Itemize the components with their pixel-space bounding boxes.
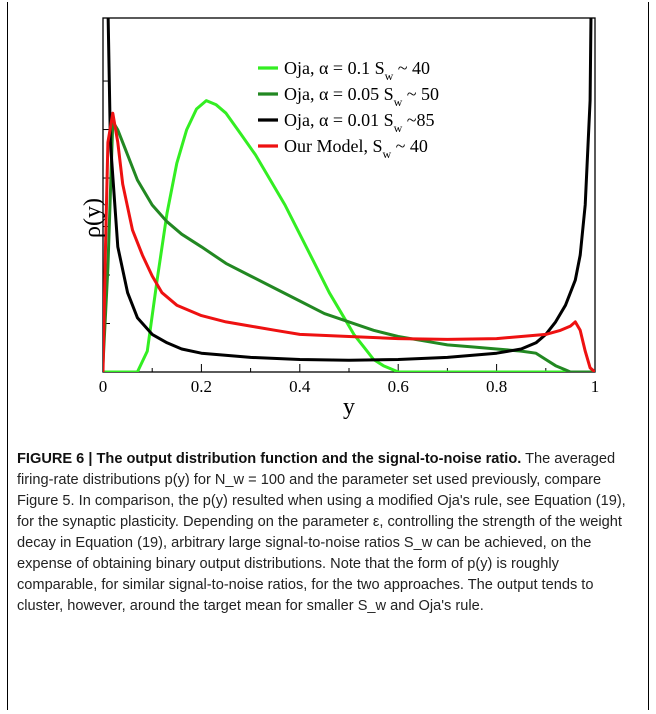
figure-6-chart: ρ(y) y 0 0.2 0.4 0.6 0.8 1 Oja, α = 0.1 Sw ~ …	[80, 17, 599, 420]
legend-label: Our Model, Sw ~ 40	[284, 136, 428, 161]
series-line-1	[103, 99, 595, 372]
x-tick-label: 0.6	[388, 377, 409, 396]
series-line-4	[103, 111, 595, 372]
figure-label: FIGURE 6 | The output distribution funct…	[17, 451, 522, 467]
plot-area	[102, 17, 596, 373]
y-axis-label: ρ(y)	[80, 198, 106, 238]
x-axis-label: y	[343, 394, 355, 420]
x-tick-label: 0.2	[191, 377, 212, 396]
figure-frame	[7, 2, 649, 710]
caption-text: The averaged firing-rate distributions p…	[17, 451, 626, 614]
series-line-2	[103, 120, 595, 372]
x-tick-label: 0.4	[289, 377, 311, 396]
figure-caption: FIGURE 6 | The output distribution funct…	[17, 449, 641, 617]
x-tick-label: 0	[99, 377, 108, 396]
x-tick-label: 1	[591, 377, 600, 396]
legend-label: Oja, α = 0.1 Sw ~ 40	[284, 58, 430, 83]
axis-layer: ρ(y) y 0 0.2 0.4 0.6 0.8 1	[80, 198, 599, 420]
series-layer	[103, 18, 595, 372]
series-line-3	[106, 18, 593, 362]
x-tick-label: 0.8	[486, 377, 507, 396]
legend-label: Oja, α = 0.01 Sw ~85	[284, 110, 435, 135]
legend-label: Oja, α = 0.05 Sw ~ 50	[284, 84, 439, 109]
